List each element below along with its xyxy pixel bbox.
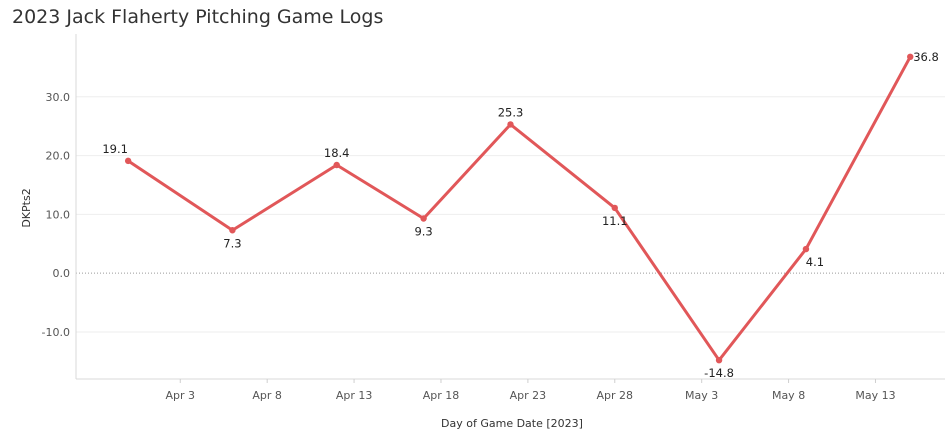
data-label-3: 9.3	[414, 224, 432, 238]
series-line	[126, 55, 912, 362]
data-point-8	[907, 53, 914, 61]
y-tick-label-4: -10.0	[42, 326, 70, 339]
x-tick-label-3: Apr 18	[423, 389, 460, 402]
data-point-1	[229, 227, 236, 234]
y-tick-label-1: 20.0	[46, 150, 71, 163]
y-tick-label-0: 30.0	[46, 91, 71, 104]
chart-title: 2023 Jack Flaherty Pitching Game Logs	[12, 6, 384, 28]
x-tick-label-7: May 8	[772, 389, 805, 402]
data-point-4	[507, 121, 514, 128]
data-label-8: 36.8	[913, 50, 939, 64]
data-label-1: 7.3	[223, 236, 241, 250]
data-point-5	[611, 204, 618, 212]
data-label-4: 25.3	[498, 105, 524, 119]
data-label-0: 19.1	[102, 142, 128, 156]
x-tick-label-1: Apr 8	[252, 389, 282, 402]
x-axis-title: Day of Game Date [2023]	[441, 417, 583, 430]
data-label-7: 4.1	[806, 255, 824, 269]
x-tick-label-0: Apr 3	[166, 389, 196, 402]
data-point-3	[420, 215, 427, 222]
data-point-0	[124, 157, 132, 165]
x-tick-label-2: Apr 13	[336, 389, 373, 402]
data-point-2	[333, 161, 340, 169]
data-label-5: 11.1	[602, 214, 628, 228]
data-label-6: -14.8	[704, 366, 734, 380]
x-tick-label-4: Apr 23	[510, 389, 547, 402]
data-point-6	[715, 356, 723, 364]
y-tick-label-2: 10.0	[46, 208, 71, 221]
gridlines	[76, 96, 945, 333]
axes: 30.0 20.0 10.0 0.0 -10.0 Apr 3 Apr 8 Apr 13 Apr …	[42, 34, 945, 402]
y-tick-label-3: 0.0	[53, 267, 71, 280]
series-line-layer	[126, 55, 912, 362]
data-point-7	[802, 245, 810, 253]
y-axis-title: DKPts2	[20, 188, 33, 227]
data-points	[124, 53, 914, 364]
x-tick-label-6: May 3	[685, 389, 718, 402]
x-tick-label-8: May 13	[855, 389, 895, 402]
data-labels: 19.1 7.3 18.4 9.3 25.3 11.1 -14.8 4.1 36.8	[102, 50, 939, 380]
x-tick-label-5: Apr 28	[597, 389, 634, 402]
data-label-2: 18.4	[324, 146, 350, 160]
